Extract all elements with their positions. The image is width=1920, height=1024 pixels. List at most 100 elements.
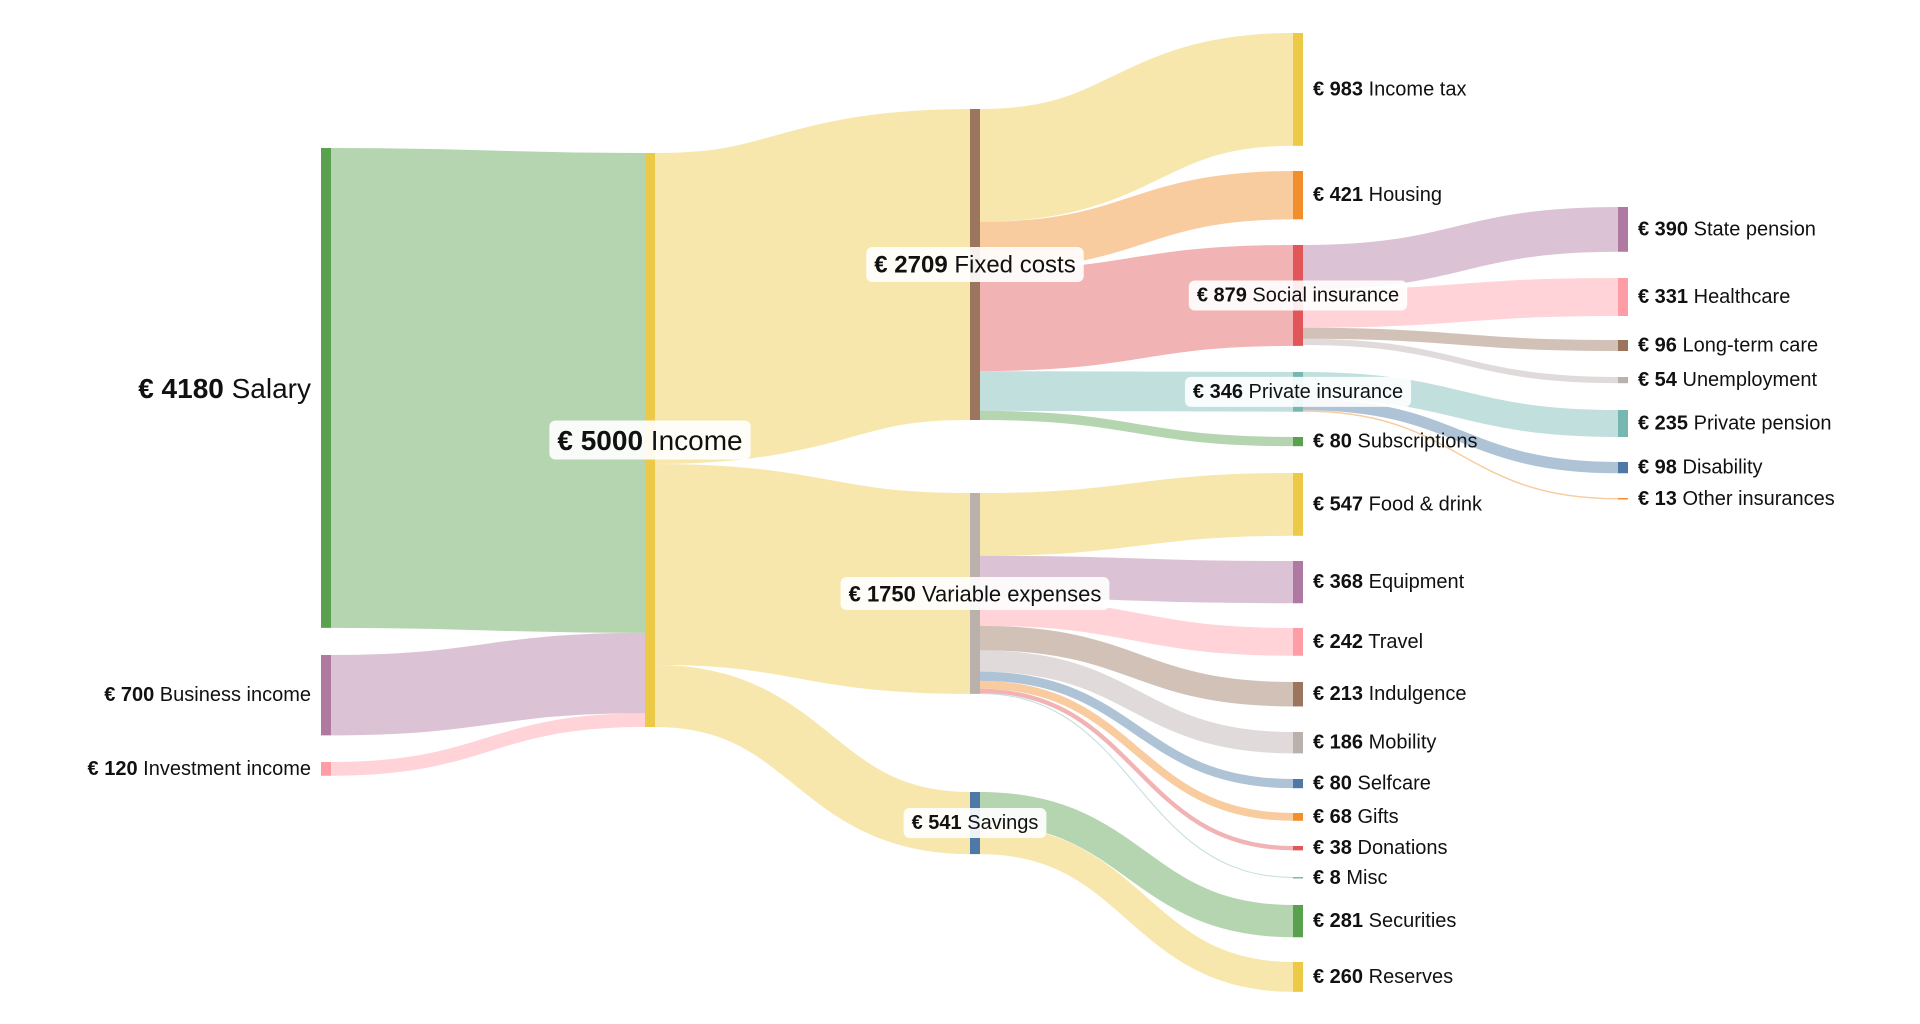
- node-tax: [1293, 33, 1303, 146]
- node-label: € 98 Disability: [1638, 457, 1763, 479]
- node-value: € 281: [1313, 910, 1363, 932]
- node-name: Equipment: [1363, 571, 1465, 593]
- label-business: € 700 Business income: [104, 684, 311, 706]
- link-variable-selfcare: [979, 671, 1294, 789]
- node-selfcare: [1293, 779, 1303, 789]
- node-label: € 2709 Fixed costs: [874, 251, 1075, 278]
- node-reserves: [1293, 962, 1303, 992]
- label-background: [840, 576, 1110, 610]
- node-name: Indulgence: [1363, 683, 1466, 705]
- node-label: € 331 Healthcare: [1638, 286, 1790, 308]
- node-value: € 983: [1313, 78, 1363, 100]
- label-otherins: € 13 Other insurances: [1638, 488, 1835, 510]
- labels-layer: € 4180 Salary € 700 Business income € 120 …: [88, 78, 1835, 987]
- node-value: € 390: [1638, 218, 1688, 240]
- node-statepension: [1618, 207, 1628, 252]
- node-equipment: [1293, 561, 1303, 604]
- link-salary-income: [330, 148, 646, 633]
- node-name: Healthcare: [1688, 286, 1790, 308]
- node-travel: [1293, 628, 1303, 656]
- label-donations: € 38 Donations: [1313, 837, 1448, 859]
- node-value: € 547: [1313, 493, 1363, 515]
- label-equipment: € 368 Equipment: [1313, 571, 1465, 593]
- label-housing: € 421 Housing: [1313, 184, 1442, 206]
- node-name: Variable expenses: [916, 581, 1102, 606]
- node-value: € 8: [1313, 867, 1341, 889]
- node-value: € 700: [104, 684, 154, 706]
- label-unemployment: € 54 Unemployment: [1638, 369, 1817, 391]
- node-name: Income: [643, 425, 743, 456]
- node-name: Salary: [224, 372, 311, 403]
- node-name: Long-term care: [1677, 335, 1818, 357]
- node-label: € 13 Other insurances: [1638, 488, 1835, 510]
- node-name: Unemployment: [1677, 369, 1818, 391]
- node-name: Housing: [1363, 184, 1442, 206]
- node-label: € 120 Investment income: [88, 758, 311, 780]
- node-name: Business income: [154, 684, 311, 706]
- label-disability: € 98 Disability: [1638, 457, 1763, 479]
- label-food: € 547 Food & drink: [1313, 493, 1483, 515]
- link-variable-indulgence: [979, 625, 1294, 707]
- node-name: Investment income: [138, 758, 311, 780]
- label-misc: € 8 Misc: [1313, 867, 1387, 889]
- node-investment: [321, 762, 331, 776]
- node-name: Private pension: [1688, 412, 1831, 434]
- node-value: € 5000: [557, 425, 643, 456]
- node-label: € 983 Income tax: [1313, 78, 1466, 100]
- node-name: Misc: [1341, 867, 1388, 889]
- node-name: Food & drink: [1363, 493, 1483, 515]
- node-healthcare: [1618, 278, 1628, 316]
- node-label: € 5000 Income: [557, 425, 742, 456]
- label-ltc: € 96 Long-term care: [1638, 335, 1818, 357]
- link-private-otherins: [1302, 410, 1619, 500]
- node-label: € 235 Private pension: [1638, 412, 1831, 434]
- link-variable-misc: [979, 692, 1294, 878]
- node-salary: [321, 148, 331, 628]
- node-name: Mobility: [1363, 732, 1436, 754]
- node-name: Other insurances: [1677, 488, 1835, 510]
- label-travel: € 242 Travel: [1313, 631, 1423, 653]
- node-label: € 541 Savings: [912, 812, 1039, 834]
- link-fixed-subs: [979, 410, 1294, 447]
- label-statepension: € 390 State pension: [1638, 218, 1816, 240]
- label-reserves: € 260 Reserves: [1313, 966, 1453, 988]
- node-value: € 421: [1313, 184, 1363, 206]
- node-value: € 80: [1313, 431, 1352, 453]
- node-value: € 368: [1313, 571, 1363, 593]
- link-private-disability: [1302, 398, 1619, 474]
- label-mobility: € 186 Mobility: [1313, 732, 1436, 754]
- node-label: € 4180 Salary: [138, 372, 311, 403]
- node-label: € 260 Reserves: [1313, 966, 1453, 988]
- label-healthcare: € 331 Healthcare: [1638, 286, 1790, 308]
- label-privatepension: € 235 Private pension: [1638, 412, 1831, 434]
- link-social-statepension: [1302, 207, 1619, 290]
- link-variable-donations: [979, 688, 1294, 851]
- node-value: € 242: [1313, 631, 1363, 653]
- label-background: [549, 420, 751, 460]
- node-label: € 80 Selfcare: [1313, 773, 1431, 795]
- label-investment: € 120 Investment income: [88, 758, 311, 780]
- link-variable-mobility: [979, 650, 1294, 754]
- node-name: Subscriptions: [1352, 431, 1478, 453]
- node-disability: [1618, 462, 1628, 474]
- node-value: € 13: [1638, 488, 1677, 510]
- node-label: € 96 Long-term care: [1638, 335, 1818, 357]
- node-value: € 331: [1638, 286, 1688, 308]
- node-value: € 879: [1197, 284, 1247, 306]
- node-label: € 368 Equipment: [1313, 571, 1465, 593]
- label-gifts: € 68 Gifts: [1313, 806, 1399, 828]
- node-indulgence: [1293, 682, 1303, 707]
- node-name: Gifts: [1352, 806, 1399, 828]
- link-income-savings: [654, 664, 971, 855]
- node-label: € 38 Donations: [1313, 837, 1448, 859]
- node-value: € 4180: [138, 372, 224, 403]
- node-label: € 68 Gifts: [1313, 806, 1399, 828]
- link-investment-income: [330, 713, 646, 776]
- node-privatepension: [1618, 410, 1628, 437]
- link-social-unemployment: [1302, 338, 1619, 384]
- label-tax: € 983 Income tax: [1313, 78, 1466, 100]
- node-value: € 541: [912, 812, 962, 834]
- node-otherins: [1618, 498, 1628, 500]
- node-subs: [1293, 437, 1303, 447]
- node-label: € 242 Travel: [1313, 631, 1423, 653]
